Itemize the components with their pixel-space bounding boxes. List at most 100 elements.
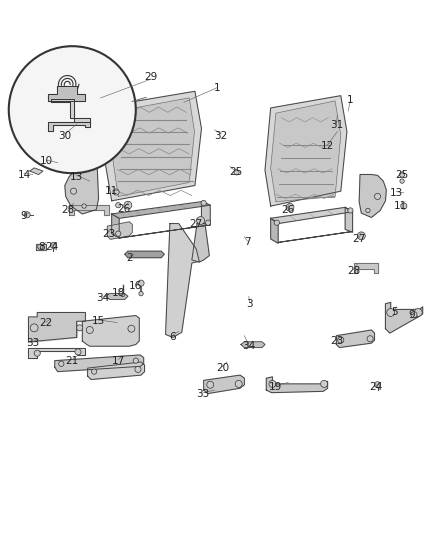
- Text: 18: 18: [112, 288, 125, 298]
- Text: 9: 9: [408, 310, 415, 320]
- Text: 2: 2: [126, 253, 133, 263]
- Circle shape: [399, 172, 405, 177]
- Circle shape: [77, 325, 83, 331]
- Text: 26: 26: [117, 204, 130, 214]
- Circle shape: [50, 243, 57, 248]
- Text: 9: 9: [21, 211, 28, 221]
- Text: 23: 23: [330, 336, 343, 346]
- Text: 27: 27: [353, 235, 366, 244]
- Text: 26: 26: [282, 205, 295, 215]
- Polygon shape: [359, 174, 386, 217]
- Circle shape: [374, 193, 381, 199]
- Text: 25: 25: [229, 167, 242, 177]
- Circle shape: [139, 292, 143, 296]
- Circle shape: [92, 369, 97, 374]
- Circle shape: [269, 381, 276, 387]
- Circle shape: [116, 231, 121, 236]
- Polygon shape: [106, 294, 128, 300]
- Circle shape: [113, 189, 119, 195]
- Circle shape: [366, 208, 370, 213]
- Circle shape: [75, 349, 81, 355]
- Text: 28: 28: [347, 266, 360, 276]
- Circle shape: [9, 46, 136, 173]
- Circle shape: [411, 312, 417, 318]
- Polygon shape: [48, 86, 85, 101]
- Text: 32: 32: [215, 131, 228, 141]
- Polygon shape: [354, 263, 378, 273]
- Polygon shape: [278, 231, 353, 243]
- Polygon shape: [112, 201, 210, 219]
- Text: 30: 30: [58, 131, 71, 141]
- Text: 10: 10: [39, 156, 53, 166]
- Circle shape: [367, 336, 373, 342]
- Text: 3: 3: [246, 298, 253, 309]
- Circle shape: [197, 216, 205, 224]
- Text: 19: 19: [268, 382, 282, 392]
- Polygon shape: [266, 377, 328, 393]
- Polygon shape: [265, 96, 347, 206]
- Polygon shape: [119, 225, 210, 238]
- Text: 33: 33: [26, 338, 39, 348]
- Circle shape: [286, 204, 294, 211]
- Polygon shape: [28, 348, 85, 359]
- Circle shape: [235, 381, 242, 387]
- Circle shape: [414, 309, 422, 317]
- Polygon shape: [48, 122, 90, 131]
- Circle shape: [201, 200, 206, 206]
- Polygon shape: [166, 223, 199, 337]
- Circle shape: [205, 220, 211, 225]
- Text: 17: 17: [112, 356, 125, 366]
- Text: 24: 24: [369, 382, 382, 392]
- Text: 1: 1: [213, 83, 220, 93]
- Circle shape: [86, 327, 93, 334]
- Polygon shape: [125, 251, 164, 258]
- Text: 21: 21: [66, 356, 79, 366]
- Circle shape: [400, 179, 404, 183]
- Polygon shape: [204, 375, 244, 393]
- Circle shape: [357, 232, 365, 240]
- Polygon shape: [105, 91, 201, 201]
- Circle shape: [321, 381, 328, 387]
- Polygon shape: [271, 101, 341, 201]
- Text: 34: 34: [96, 293, 110, 303]
- Polygon shape: [271, 207, 353, 223]
- Circle shape: [348, 208, 353, 213]
- Text: 11: 11: [394, 201, 407, 211]
- Circle shape: [30, 324, 38, 332]
- Circle shape: [121, 293, 124, 297]
- Text: 28: 28: [61, 205, 74, 215]
- Polygon shape: [53, 159, 65, 166]
- Circle shape: [374, 382, 381, 388]
- Polygon shape: [113, 98, 194, 197]
- Circle shape: [338, 337, 344, 343]
- Circle shape: [24, 212, 30, 218]
- Circle shape: [124, 201, 132, 209]
- Polygon shape: [82, 316, 139, 346]
- Text: 14: 14: [18, 169, 31, 180]
- Text: 24: 24: [45, 242, 58, 252]
- Text: 23: 23: [102, 229, 115, 239]
- Polygon shape: [112, 214, 119, 238]
- Polygon shape: [88, 362, 145, 379]
- Text: 25: 25: [396, 169, 409, 180]
- Polygon shape: [271, 219, 278, 243]
- Text: 6: 6: [170, 332, 177, 342]
- Text: 34: 34: [242, 341, 255, 351]
- Polygon shape: [28, 312, 85, 342]
- Text: 8: 8: [38, 242, 45, 252]
- Circle shape: [71, 188, 77, 194]
- Polygon shape: [192, 223, 209, 262]
- Text: 15: 15: [92, 316, 105, 326]
- Polygon shape: [30, 168, 43, 174]
- Polygon shape: [51, 99, 90, 122]
- Polygon shape: [336, 330, 374, 348]
- Text: 22: 22: [39, 318, 53, 328]
- Circle shape: [387, 309, 395, 317]
- Text: 29: 29: [145, 72, 158, 82]
- Text: 7: 7: [244, 237, 251, 247]
- Text: 31: 31: [330, 120, 343, 131]
- Text: 13: 13: [390, 188, 403, 198]
- Polygon shape: [36, 244, 46, 250]
- Circle shape: [59, 361, 64, 366]
- Polygon shape: [385, 302, 423, 333]
